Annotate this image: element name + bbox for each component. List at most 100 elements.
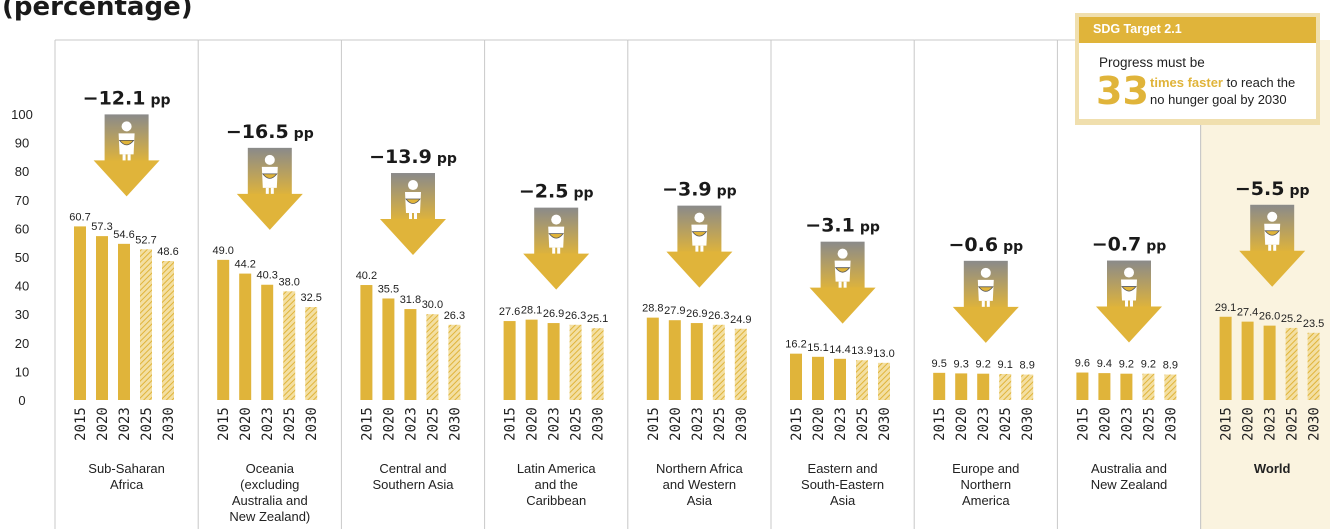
data-label: 40.2 <box>356 270 377 282</box>
bar <box>1076 372 1089 400</box>
data-label: 13.9 <box>851 345 872 357</box>
change-unit: pp <box>294 126 314 142</box>
y-tick-label: 100 <box>11 107 33 122</box>
bowl <box>261 173 278 179</box>
sdg-card-line1: Progress must be <box>1099 55 1205 70</box>
bar <box>712 324 725 400</box>
bar <box>812 356 824 400</box>
bar <box>734 328 747 400</box>
person-with-bowl-icon <box>691 212 708 252</box>
change-arrow-head <box>809 287 876 324</box>
data-label: 16.2 <box>785 339 806 351</box>
bar <box>448 324 461 400</box>
x-tick-label: 2030 <box>1163 407 1179 441</box>
person-leg <box>981 300 985 307</box>
x-tick-label: 2023 <box>690 407 706 441</box>
region-group: 16.2 2015 15.1 2020 14.4 2023 13.9 2025 13.0 2030… <box>770 39 915 529</box>
person-leg <box>843 281 847 288</box>
bar <box>162 261 174 400</box>
change-unit: pp <box>1289 183 1309 199</box>
change-value: −3.1 <box>805 215 855 237</box>
x-tick-label: 2015 <box>73 407 89 441</box>
data-label: 49.0 <box>212 245 233 257</box>
x-tick-label: 2023 <box>260 407 276 441</box>
x-tick-label: 2025 <box>998 407 1014 441</box>
x-tick-label: 2020 <box>954 407 970 441</box>
region-label: Asia <box>830 493 856 508</box>
change-arrow-head <box>523 253 590 290</box>
region-label: Africa <box>110 477 144 492</box>
bar <box>547 323 560 400</box>
region-label: Southern Asia <box>373 477 455 492</box>
change-label: −0.6 pp <box>948 234 1023 256</box>
x-tick-label: 2015 <box>646 407 662 441</box>
person-with-bowl-icon <box>1121 267 1137 307</box>
data-label: 9.6 <box>1075 358 1090 370</box>
data-label: 35.5 <box>378 283 399 295</box>
data-label: 9.4 <box>1097 358 1112 370</box>
person-leg <box>265 187 269 194</box>
bar <box>360 285 373 400</box>
x-tick-label: 2023 <box>547 407 563 441</box>
bowl <box>691 231 708 237</box>
bar <box>668 320 681 400</box>
bar <box>283 291 296 400</box>
region-label: Central and <box>379 461 446 476</box>
bowl <box>548 233 565 239</box>
change-unit: pp <box>717 184 737 200</box>
bar <box>217 259 230 400</box>
bar <box>1021 374 1034 400</box>
region-label: Eastern and <box>808 461 878 476</box>
data-label: 32.5 <box>300 292 321 304</box>
change-arrow-head <box>666 251 733 288</box>
sdg-card-number: 33 <box>1096 69 1149 113</box>
change-label: −12.1 pp <box>83 87 171 109</box>
region-group: 60.7 2015 57.3 2020 54.6 2023 52.7 2025 48.6 2030… <box>54 39 199 529</box>
data-label: 26.0 <box>1259 311 1280 323</box>
x-tick-label: 2025 <box>282 407 298 441</box>
y-tick-label: 90 <box>15 136 29 151</box>
x-tick-label: 2025 <box>569 407 585 441</box>
change-value: −5.5 <box>1235 178 1285 200</box>
region-label: Australia and <box>232 493 308 508</box>
person-leg <box>700 245 704 252</box>
bar <box>1219 316 1232 400</box>
sdg-card-highlight: times faster <box>1150 75 1223 90</box>
bar <box>1263 325 1276 400</box>
bowl <box>1121 286 1137 292</box>
change-label: −0.7 pp <box>1092 234 1167 256</box>
x-tick-label: 2020 <box>668 407 684 441</box>
person-with-bowl-icon <box>548 214 565 254</box>
person-leg <box>838 281 842 288</box>
data-label: 27.9 <box>664 305 685 317</box>
person-leg <box>127 154 131 161</box>
y-tick-label: 60 <box>15 221 29 236</box>
change-unit: pp <box>1146 239 1166 255</box>
bar <box>856 360 868 400</box>
bar <box>404 309 417 400</box>
change-value: −12.1 <box>83 87 146 109</box>
change-value: −16.5 <box>226 121 289 143</box>
x-tick-label: 2020 <box>1241 407 1257 441</box>
data-label: 9.2 <box>1141 359 1156 371</box>
x-tick-label: 2015 <box>1075 407 1091 441</box>
data-label: 26.3 <box>444 310 465 322</box>
region-group: 28.8 2015 27.9 2020 26.9 2023 26.3 2025 24.9 2030… <box>627 39 771 529</box>
region-label: New Zealand) <box>229 509 310 524</box>
data-label: 26.9 <box>543 308 564 320</box>
data-label: 8.9 <box>1163 360 1178 372</box>
bar <box>955 373 968 400</box>
bar <box>96 236 108 400</box>
sdg-card-line2-rest: to reach the <box>1222 75 1296 90</box>
change-unit: pp <box>573 186 593 202</box>
change-label: −3.1 pp <box>805 215 880 237</box>
x-tick-label: 2023 <box>117 407 133 441</box>
person-head <box>980 267 991 278</box>
sdg-card-line2: times faster to reach the <box>1150 75 1295 90</box>
y-tick-label: 30 <box>15 307 29 322</box>
region-group: 9.5 2015 9.3 2020 9.2 2023 9.1 2025 8.9 2030 Europ… <box>913 39 1058 529</box>
change-value: −0.6 <box>948 234 998 256</box>
x-tick-label: 2023 <box>1263 407 1279 441</box>
bowl <box>1264 230 1281 236</box>
bar <box>977 373 990 400</box>
